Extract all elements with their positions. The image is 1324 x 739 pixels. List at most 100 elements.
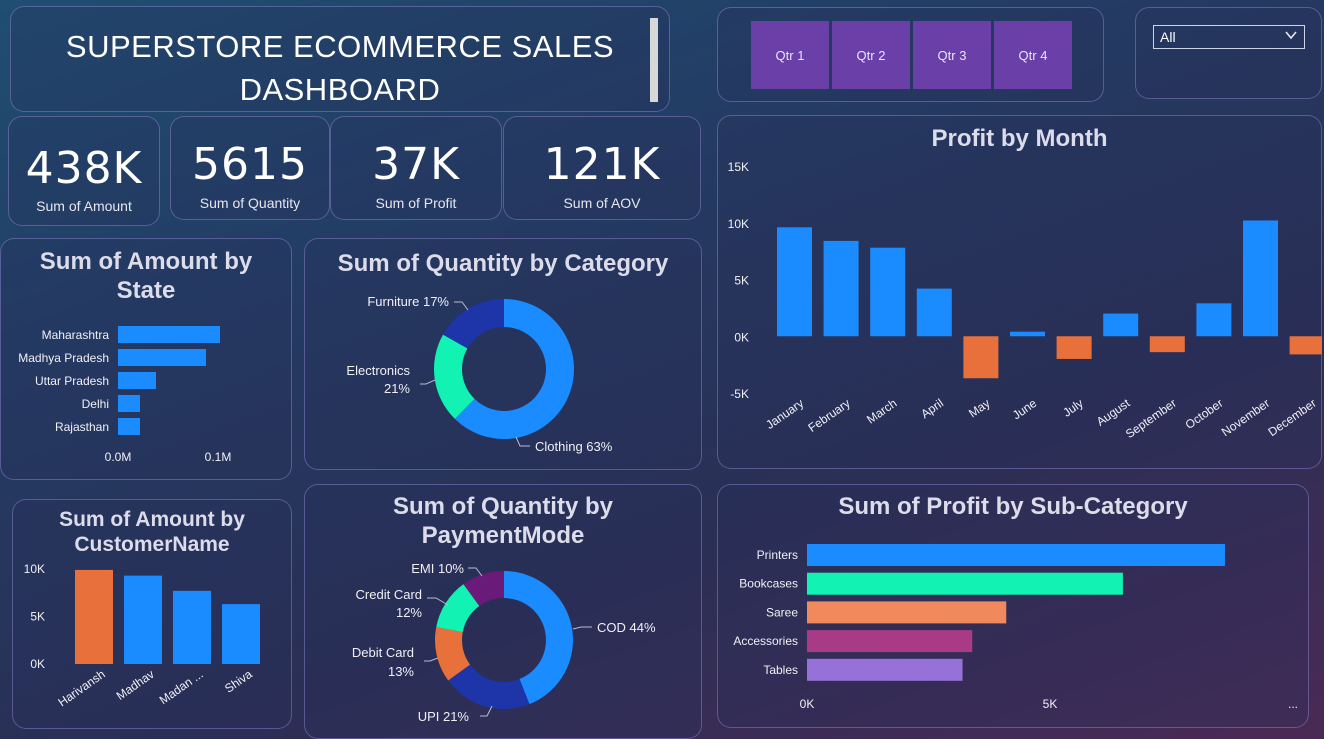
payment-slice — [448, 664, 530, 709]
payment-slice-label: COD 44% — [597, 620, 656, 635]
month-bar — [1243, 220, 1278, 337]
dashboard-title-line2: DASHBOARD — [239, 72, 441, 107]
month-bar — [963, 336, 999, 379]
payment-slice-label: EMI 10% — [411, 561, 464, 576]
state-bar — [118, 372, 156, 389]
payment-slice-label: Credit Card — [356, 587, 422, 602]
month-x-label: March — [864, 396, 899, 427]
month-x-label: July — [1060, 396, 1086, 420]
payment-slice — [504, 571, 573, 705]
category-slice — [443, 299, 504, 349]
customer-chart-title-line2: CustomerName — [74, 533, 230, 556]
filter-dropdown[interactable]: All — [1153, 25, 1305, 49]
customer-y-tick: 5K — [30, 610, 45, 624]
month-x-label: August — [1094, 396, 1133, 429]
state-label: Rajasthan — [55, 420, 109, 434]
month-bar — [1010, 331, 1045, 337]
payment-chart-title-line1: Sum of Quantity by — [392, 493, 613, 520]
month-bar — [1056, 336, 1092, 359]
payment-slice-label: 12% — [396, 605, 422, 620]
payment-slice-label: 13% — [388, 664, 414, 679]
subcategory-bar — [807, 601, 1007, 624]
state-bar-chart: Maharashtra Madhya Pradesh Uttar Pradesh De… — [18, 326, 231, 464]
title-accent-bar — [650, 18, 658, 102]
kpi-profit-label: Sum of Profit — [375, 195, 457, 211]
customer-bar — [222, 604, 260, 664]
subcategory-x-tick: 5K — [1043, 697, 1058, 711]
subcategory-label: Bookcases — [739, 577, 798, 591]
kpi-aov-label: Sum of AOV — [563, 195, 641, 211]
subcategory-chart-title: Sum of Profit by Sub-Category — [838, 493, 1188, 520]
qtr-1-button[interactable]: Qtr 1 — [751, 21, 829, 89]
state-label: Delhi — [82, 397, 109, 411]
state-chart-title-line1: Sum of Amount by — [39, 248, 253, 275]
customer-x-label: Madhav — [114, 667, 157, 703]
payment-leader-line — [468, 567, 483, 577]
state-chart-title: Sum of Amount by State — [1, 247, 291, 305]
month-x-label: December — [1265, 396, 1318, 439]
customer-y-tick: 10K — [24, 562, 45, 576]
customer-chart-title: Sum of Amount by CustomerName — [13, 507, 291, 557]
kpi-card-profit: 37K Sum of Profit — [330, 116, 502, 220]
month-y-tick: 10K — [728, 217, 749, 231]
category-slice-label: Electronics — [346, 363, 410, 378]
qtr-4-button[interactable]: Qtr 4 — [994, 21, 1072, 89]
qtr-3-button[interactable]: Qtr 3 — [913, 21, 991, 89]
category-slice-label: Clothing 63% — [535, 439, 613, 454]
filter-card — [1135, 7, 1322, 99]
subcategory-label: Tables — [763, 663, 798, 677]
payment-chart-title-line2: PaymentMode — [421, 522, 585, 549]
chevron-down-icon — [1285, 31, 1297, 40]
subcategory-bar — [807, 658, 963, 681]
month-x-label: February — [805, 396, 852, 435]
dashboard-title: SUPERSTORE ECOMMERCE SALES DASHBOARD — [11, 25, 669, 111]
month-bar — [916, 288, 952, 337]
subcategory-label: Accessories — [733, 634, 798, 648]
payment-slice-label: UPI 21% — [418, 709, 470, 724]
category-slice — [434, 334, 475, 419]
state-x-tick: 0.0M — [105, 450, 132, 464]
month-x-label: January — [763, 396, 806, 432]
month-bar — [1149, 336, 1185, 353]
state-label: Maharashtra — [42, 328, 110, 342]
state-bar — [118, 349, 206, 366]
month-bar — [823, 240, 859, 337]
subcategory-bar — [807, 544, 1225, 566]
payment-leader-line — [427, 597, 449, 606]
payment-leader-line — [424, 657, 439, 662]
kpi-amount-value: 438K — [25, 143, 143, 194]
state-bar — [118, 395, 140, 412]
month-bar — [1196, 303, 1232, 337]
customer-x-label: Harivansh — [55, 667, 107, 709]
month-bar — [1289, 336, 1322, 355]
month-x-label: November — [1219, 396, 1272, 439]
kpi-card-quantity: 5615 Sum of Quantity — [170, 116, 330, 220]
qtr-2-button[interactable]: Qtr 2 — [832, 21, 910, 89]
subcategory-profit-chart: Printers Bookcases Saree Accessories Tables 0… — [733, 544, 1298, 711]
category-leader-line — [515, 436, 530, 447]
customer-x-label: Madan ... — [157, 667, 206, 707]
month-x-label: April — [918, 396, 946, 421]
category-slice — [454, 299, 574, 440]
more-options-icon: ... — [1288, 697, 1298, 711]
kpi-profit-value: 37K — [372, 139, 460, 190]
customer-bar-chart: 10K 5K 0K Harivansh Madhav Madan ... Shiva — [24, 562, 260, 709]
kpi-quantity-label: Sum of Quantity — [199, 195, 301, 211]
kpi-card-amount: 438K Sum of Amount — [8, 116, 160, 226]
month-profit-chart: 15K 10K 5K 0K -5K January February March April Ma… — [728, 160, 1322, 441]
dashboard-title-line1: SUPERSTORE ECOMMERCE SALES — [65, 29, 615, 64]
state-bar — [118, 418, 140, 435]
month-bar — [1103, 313, 1139, 337]
month-bar — [870, 247, 906, 337]
kpi-quantity-value: 5615 — [192, 139, 308, 190]
month-x-label: May — [966, 396, 993, 420]
month-y-tick: 15K — [728, 160, 749, 174]
subcategory-bar — [807, 572, 1123, 595]
month-y-tick: 0K — [734, 330, 749, 344]
month-y-tick: -5K — [730, 387, 749, 401]
state-label: Uttar Pradesh — [35, 374, 109, 388]
payment-leader-line — [572, 626, 592, 630]
month-x-label: June — [1010, 396, 1040, 423]
payment-chart-title: Sum of Quantity by PaymentMode — [305, 492, 701, 550]
category-leader-line — [420, 379, 436, 385]
